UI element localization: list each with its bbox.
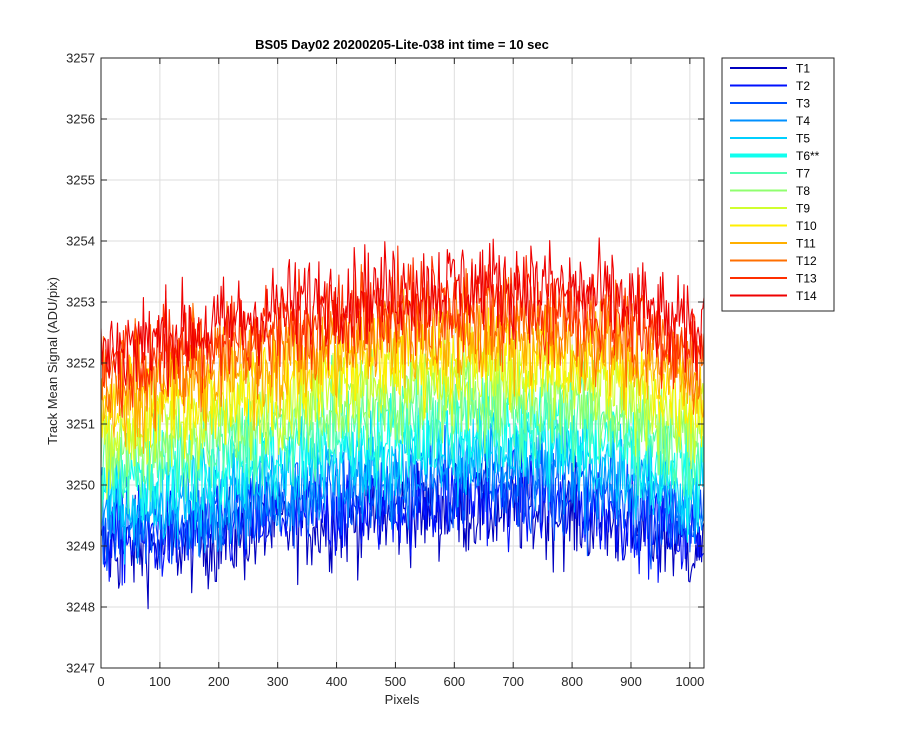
y-tick-label: 3251 xyxy=(66,417,95,432)
x-tick-label: 200 xyxy=(208,674,230,689)
legend-label: T6** xyxy=(796,149,820,163)
legend-label: T14 xyxy=(796,289,817,303)
x-tick-label: 100 xyxy=(149,674,171,689)
y-tick-label: 3252 xyxy=(66,356,95,371)
legend-label: T2 xyxy=(796,79,810,93)
legend-label: T13 xyxy=(796,272,817,286)
legend-label: T9 xyxy=(796,202,810,216)
x-tick-label: 1000 xyxy=(675,674,704,689)
y-tick-label: 3256 xyxy=(66,112,95,127)
legend-label: T3 xyxy=(796,97,810,111)
legend-label: T4 xyxy=(796,114,810,128)
legend-label: T12 xyxy=(796,254,817,268)
x-tick-label: 500 xyxy=(385,674,407,689)
x-tick-label: 0 xyxy=(97,674,104,689)
x-tick-label: 700 xyxy=(502,674,524,689)
y-tick-label: 3257 xyxy=(66,51,95,66)
y-tick-label: 3254 xyxy=(66,234,95,249)
x-axis-label: Pixels xyxy=(385,692,420,707)
legend: T1 T2 T3 T4 T5 T6** T7 T8 T9 T10 T11 T12 T13 T14 xyxy=(721,57,835,312)
legend-label: T10 xyxy=(796,219,817,233)
axis-ticks: 0 100 200 300 400 500 600 700 800 900 1000 3247 3248… xyxy=(66,51,704,690)
x-tick-label: 400 xyxy=(326,674,348,689)
y-tick-label: 3247 xyxy=(66,661,95,676)
legend-box xyxy=(721,57,835,312)
legend-label: T7 xyxy=(796,167,810,181)
legend-label: T11 xyxy=(796,237,816,251)
series-line-t14 xyxy=(101,237,704,397)
y-axis-label: Track Mean Signal (ADU/pix) xyxy=(45,277,60,445)
x-tick-label: 600 xyxy=(443,674,465,689)
chart-title: BS05 Day02 20200205-Lite-038 int time = … xyxy=(255,37,549,52)
x-tick-label: 900 xyxy=(620,674,642,689)
series-line-t13 xyxy=(101,245,704,418)
y-tick-label: 3249 xyxy=(66,539,95,554)
x-tick-label: 800 xyxy=(561,674,583,689)
y-tick-label: 3248 xyxy=(66,600,95,615)
series-lines xyxy=(101,237,704,610)
y-tick-label: 3253 xyxy=(66,295,95,310)
x-tick-label: 300 xyxy=(267,674,289,689)
legend-label: T8 xyxy=(796,184,810,198)
y-tick-label: 3255 xyxy=(66,173,95,188)
legend-label: T5 xyxy=(796,132,810,146)
legend-label: T1 xyxy=(796,62,810,76)
y-tick-label: 3250 xyxy=(66,478,95,493)
series-line-t7 xyxy=(101,354,704,528)
